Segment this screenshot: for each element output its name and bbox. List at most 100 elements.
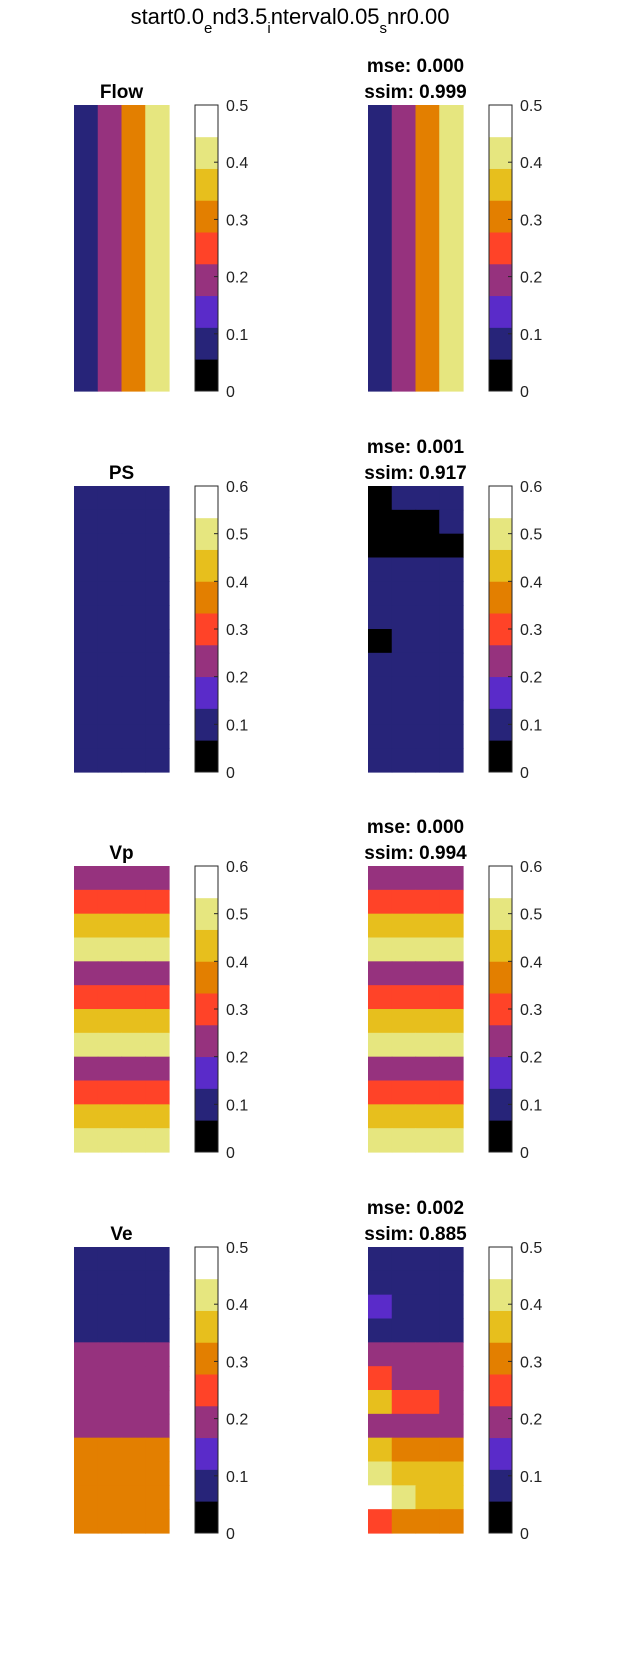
colorbar-segment [195, 1024, 218, 1058]
heatmap-cell [145, 629, 170, 654]
heatmap-cell [439, 961, 464, 986]
heatmap [368, 486, 464, 773]
panel-6: mse: 0.000 ssim: 0.994 0 0.1 0.2 0.3 0.4 0.5 0.6 [364, 817, 542, 1162]
heatmap-cell [145, 533, 170, 559]
heatmap-cell [391, 105, 417, 392]
colorbar-tick-label: 0.4 [226, 1297, 248, 1314]
colorbar-segment [195, 644, 218, 678]
colorbar-segment [489, 644, 512, 678]
heatmap-cell [74, 1128, 99, 1153]
colorbar-tick-label: 0.5 [226, 98, 248, 115]
heatmap-cell [391, 1270, 417, 1296]
heatmap-cell [439, 1032, 464, 1058]
heatmap-cell [74, 985, 99, 1010]
heatmap-cell [415, 1413, 440, 1439]
heatmap-cell [121, 748, 146, 773]
heatmap-cell [74, 1413, 99, 1439]
heatmap-cell [391, 1032, 417, 1058]
heatmap-cell [368, 1247, 393, 1272]
colorbar-tick-label: 0.3 [520, 1354, 542, 1371]
heatmap-cell [121, 1366, 146, 1391]
colorbar-segment [195, 1056, 218, 1089]
heatmap-cell [74, 1247, 99, 1272]
heatmap-cell [415, 676, 440, 702]
colorbar-segment [489, 1342, 512, 1375]
heatmap-cell [97, 1390, 123, 1415]
heatmap-cell [97, 1056, 123, 1082]
heatmap-cell [121, 937, 146, 962]
heatmap-cell [415, 913, 440, 939]
heatmap-cell [97, 1247, 123, 1272]
heatmap [368, 866, 464, 1153]
heatmap-cell [97, 913, 123, 939]
colorbar-segment [489, 1405, 512, 1439]
heatmap-cell [439, 866, 464, 891]
colorbar-tick-label: 0.4 [226, 155, 248, 172]
heatmap-cell [97, 557, 123, 582]
heatmap-cell [391, 700, 417, 725]
colorbar-segment [195, 897, 218, 930]
heatmap-cell [439, 629, 464, 654]
colorbar-tick-label: 0.5 [226, 1240, 248, 1257]
heatmap-cell [145, 581, 170, 606]
heatmap-cell [439, 1390, 464, 1415]
heatmap-cell [415, 1032, 440, 1058]
heatmap-cell [74, 1009, 99, 1034]
heatmap-cell [97, 1128, 123, 1153]
heatmap-cell [368, 889, 393, 915]
colorbar-segment [195, 708, 218, 741]
heatmap-cell [415, 889, 440, 915]
colorbar-segment [195, 1501, 218, 1534]
colorbar-segment [195, 486, 218, 519]
heatmap-cell [97, 748, 123, 773]
colorbar-tick-label: 0.1 [520, 717, 542, 734]
heatmap-cell [121, 1056, 146, 1082]
heatmap-cell [415, 581, 440, 606]
heatmap-cell [121, 1342, 146, 1367]
heatmap-cell [391, 676, 417, 702]
heatmap-cell [74, 676, 99, 702]
heatmap-cell [439, 937, 464, 962]
heatmap-cell [415, 1509, 440, 1534]
heatmap-cell [145, 913, 170, 939]
colorbar-segment [489, 897, 512, 930]
heatmap-cell [121, 1270, 146, 1296]
heatmap-cell [391, 1509, 417, 1534]
heatmap-cell [391, 1294, 417, 1320]
figure-title-part: nd3.5 [212, 4, 267, 29]
heatmap-cell [74, 1437, 99, 1463]
heatmap-cell [391, 1104, 417, 1129]
heatmap-cell [391, 1390, 417, 1415]
heatmap-cell [74, 1366, 99, 1391]
colorbar-segment [489, 1056, 512, 1089]
heatmap-cell [415, 1009, 440, 1034]
heatmap-cell [368, 985, 393, 1010]
heatmap-cell [391, 1342, 417, 1367]
heatmap-cell [415, 1294, 440, 1320]
heatmap-cell [121, 605, 146, 630]
colorbar-tick-label: 0.4 [520, 1297, 542, 1314]
colorbar-segment [195, 136, 218, 169]
heatmap-cell [145, 748, 170, 773]
heatmap-cell [439, 652, 464, 678]
heatmap-cell [368, 1509, 393, 1534]
heatmap-cell [439, 1104, 464, 1129]
colorbar-segment [195, 517, 218, 550]
colorbar-segment [489, 676, 512, 709]
heatmap-cell [97, 1437, 123, 1463]
colorbar-segment [489, 1310, 512, 1343]
heatmap-cell [391, 748, 417, 773]
heatmap-cell [368, 1104, 393, 1129]
heatmap-cell [415, 652, 440, 678]
heatmap-cell [74, 652, 99, 678]
heatmap-cell [97, 533, 123, 559]
heatmap-cell [439, 1509, 464, 1534]
panel-7: Ve 0 0.1 0.2 0.3 0.4 0.5 [74, 1224, 248, 1543]
colorbar-tick-label: 0.1 [226, 327, 248, 344]
heatmap-cell [145, 889, 170, 915]
heatmap-cell [415, 1485, 440, 1510]
colorbar-tick-label: 0 [520, 384, 529, 401]
colorbar: 0 0.1 0.2 0.3 0.4 0.5 [194, 98, 248, 401]
panel-title: Flow [100, 82, 143, 103]
